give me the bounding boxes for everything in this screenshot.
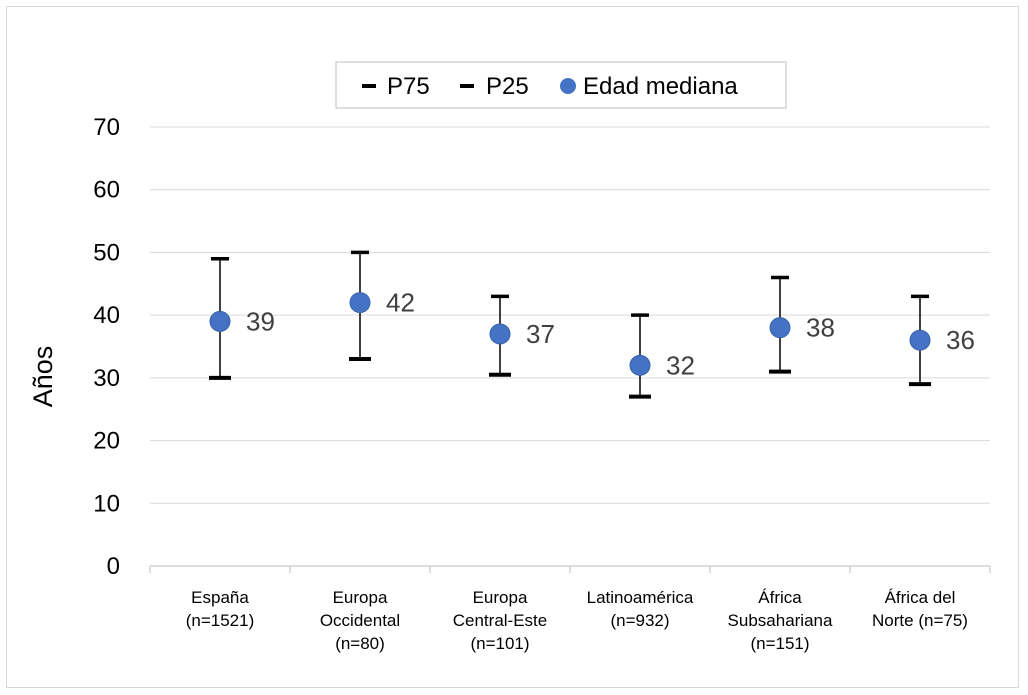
category-labels: España (n=1521)Europa Occidental (n=80)Euro… xyxy=(186,588,968,653)
legend-marker-p25 xyxy=(460,84,474,88)
category-label-line: España xyxy=(191,588,249,607)
category-label-line: Occidental xyxy=(320,611,400,630)
category-label-line: (n=932) xyxy=(610,611,669,630)
category-label-line: Europa xyxy=(333,588,388,607)
median-point xyxy=(769,317,791,339)
gridlines xyxy=(150,126,990,504)
legend-label-median: Edad mediana xyxy=(583,73,738,100)
median-point xyxy=(489,323,511,345)
category-label: Europa Occidental (n=80) xyxy=(320,588,400,653)
y-tick-label: 70 xyxy=(93,114,120,141)
median-data-label: 39 xyxy=(246,306,275,336)
category-label-line: Europa xyxy=(473,588,528,607)
y-tick-labels: 0 10 20 30 40 50 60 70 xyxy=(93,114,120,580)
y-tick-label: 30 xyxy=(93,365,120,392)
legend: P75 P25 Edad mediana xyxy=(335,61,787,109)
legend-marker-p75 xyxy=(362,84,376,88)
category-label-line: Subsahariana xyxy=(728,611,833,630)
median-data-label: 36 xyxy=(946,325,975,355)
median-data-label: 32 xyxy=(666,350,695,380)
y-tick-label: 0 xyxy=(107,553,120,580)
y-tick-label: 20 xyxy=(93,428,120,455)
category-label-line: (n=80) xyxy=(335,634,385,653)
category-label-line: (n=1521) xyxy=(186,611,255,630)
legend-marker-median xyxy=(560,78,576,94)
x-axis xyxy=(149,565,991,573)
chart-marks: 39 42 37 32 38 36 xyxy=(209,250,975,399)
category-label: Europa Central-Este (n=101) xyxy=(453,588,547,653)
category-label-line: (n=151) xyxy=(750,634,809,653)
category-label: África del Norte (n=75) xyxy=(872,588,968,630)
median-point xyxy=(209,310,231,332)
category-label-line: Central-Este xyxy=(453,611,547,630)
legend-label-p25: P25 xyxy=(486,73,529,100)
median-point xyxy=(349,292,371,314)
legend-label-p75: P75 xyxy=(387,73,430,100)
category-label-line: (n=101) xyxy=(470,634,529,653)
category-label: Latinoamérica (n=932) xyxy=(587,588,694,630)
category-label-line: Latinoamérica xyxy=(587,588,694,607)
median-data-label: 42 xyxy=(386,288,415,318)
median-point xyxy=(629,354,651,376)
category-label: África Subsahariana (n=151) xyxy=(728,588,833,653)
category-label: España (n=1521) xyxy=(186,588,255,630)
category-label-line: África xyxy=(758,588,802,607)
y-tick-label: 40 xyxy=(93,302,120,329)
y-axis-label: Años xyxy=(28,346,58,408)
chart-frame xyxy=(6,6,1019,688)
median-point xyxy=(909,329,931,351)
median-data-label: 38 xyxy=(806,313,835,343)
y-tick-label: 10 xyxy=(93,490,120,517)
median-data-label: 37 xyxy=(526,319,555,349)
y-tick-label: 60 xyxy=(93,177,120,204)
y-tick-label: 50 xyxy=(93,239,120,266)
category-label-line: África del xyxy=(885,588,956,607)
category-label-line: Norte (n=75) xyxy=(872,611,968,630)
